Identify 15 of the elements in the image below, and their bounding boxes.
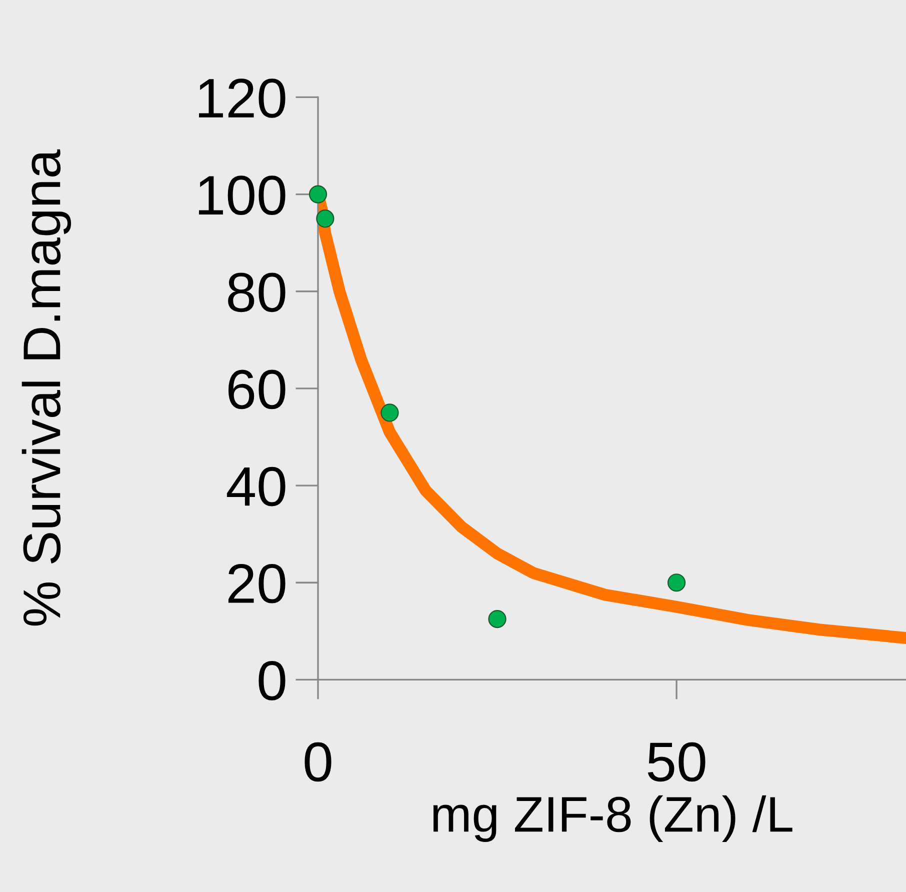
x-tick-label: 50 [648,742,706,782]
point [316,210,334,228]
x-axis-title: mg ZIF-8 (Zn) /L [433,795,792,842]
point [488,610,506,628]
y-tick-label: 60 [228,370,286,410]
y-tick-label: 120 [199,78,286,118]
y-axis-title: % Survival D.magna [22,149,72,626]
y-tick-label: 80 [228,272,286,312]
point [667,574,686,592]
y-tick-label: 40 [226,466,286,506]
y-tick-label: 100 [199,176,286,215]
y-tick-label: 20 [228,564,286,604]
y-tick-label: 0 [258,661,286,700]
point [380,404,399,422]
point [308,185,328,204]
